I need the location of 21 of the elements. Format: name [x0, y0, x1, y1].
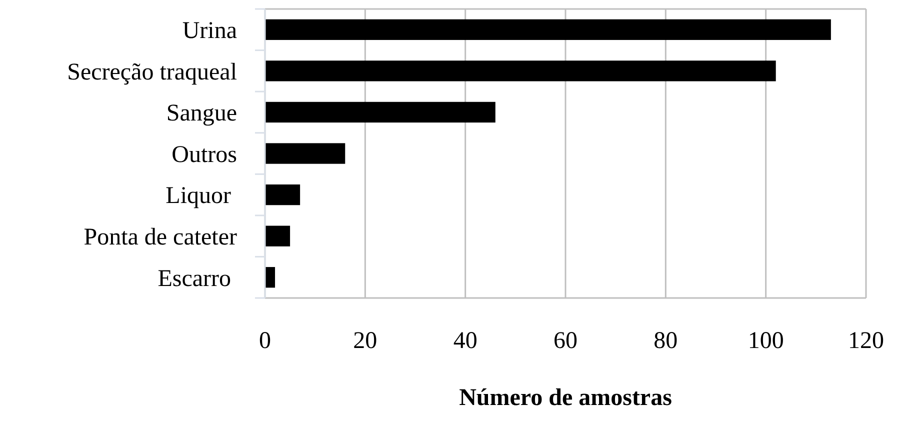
y-tick-label: Urina — [182, 18, 238, 44]
x-tick-label: 60 — [554, 328, 578, 354]
bar — [265, 60, 776, 82]
y-tick-label: Outros — [172, 142, 237, 168]
bar — [265, 143, 346, 164]
bar — [265, 19, 831, 40]
x-tick-label: 120 — [848, 328, 884, 354]
y-tick-label: Sangue — [166, 100, 237, 127]
x-tick-label: 80 — [654, 328, 678, 354]
bar — [265, 226, 290, 246]
x-tick-label: 0 — [259, 328, 271, 354]
y-tick-label: Secreção traqueal — [67, 59, 238, 86]
y-tick-label: Liquor — [166, 183, 237, 210]
y-tick-label: Escarro — [158, 266, 237, 292]
x-axis-title: Número de amostras — [459, 385, 672, 411]
bar — [265, 184, 300, 206]
bar — [265, 102, 496, 123]
x-tick-label: 40 — [453, 328, 478, 354]
x-tick-label: 20 — [353, 328, 378, 354]
x-tick-label: 100 — [748, 328, 784, 354]
y-tick-label: Ponta de cateter — [84, 224, 237, 250]
